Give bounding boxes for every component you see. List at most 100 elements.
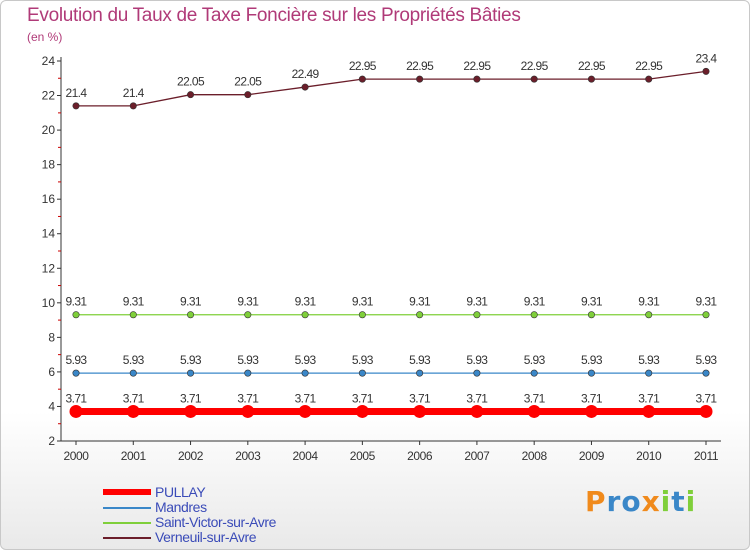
logo-letter: P xyxy=(585,485,607,518)
logo-letter: o xyxy=(621,485,642,518)
data-point xyxy=(645,311,653,319)
data-point xyxy=(473,369,481,377)
data-point xyxy=(244,91,252,99)
data-label: 5.93 xyxy=(409,353,431,367)
data-label: 5.93 xyxy=(66,353,88,367)
x-tick-label: 2001 xyxy=(121,449,147,463)
data-point xyxy=(530,369,538,377)
y-tick-label: 2 xyxy=(48,434,55,448)
data-label: 22.49 xyxy=(292,67,320,81)
data-label: 9.31 xyxy=(295,295,317,309)
data-point xyxy=(470,404,484,418)
x-tick-label: 2003 xyxy=(235,449,261,463)
data-point xyxy=(298,404,312,418)
x-tick-label: 2011 xyxy=(694,449,719,463)
data-label: 21.4 xyxy=(66,86,88,100)
data-label: 3.71 xyxy=(295,391,317,405)
x-tick-label: 2010 xyxy=(636,449,662,463)
data-label: 22.05 xyxy=(177,75,205,89)
data-label: 23.4 xyxy=(696,51,718,65)
data-label: 3.71 xyxy=(352,391,374,405)
x-tick-label: 2007 xyxy=(464,449,490,463)
data-point xyxy=(129,102,137,110)
data-point xyxy=(72,311,80,319)
logo-letter: t xyxy=(671,485,686,518)
data-label: 3.71 xyxy=(524,391,546,405)
x-tick-label: 2006 xyxy=(407,449,433,463)
x-tick-label: 2005 xyxy=(350,449,376,463)
data-point xyxy=(187,91,195,99)
y-tick-label: 18 xyxy=(42,158,56,172)
legend-swatch xyxy=(103,489,151,495)
data-point xyxy=(358,369,366,377)
y-tick-label: 6 xyxy=(48,365,55,379)
data-label: 5.93 xyxy=(123,353,145,367)
y-tick-label: 4 xyxy=(48,399,55,413)
data-label: 9.31 xyxy=(638,295,660,309)
x-tick-label: 2002 xyxy=(178,449,204,463)
data-label: 22.95 xyxy=(463,59,491,73)
logo-letter: x xyxy=(641,485,661,518)
data-point xyxy=(699,404,713,418)
y-tick-label: 8 xyxy=(48,330,55,344)
data-label: 9.31 xyxy=(237,295,259,309)
data-point xyxy=(244,311,252,319)
data-point xyxy=(187,369,195,377)
data-point xyxy=(416,369,424,377)
data-label: 5.93 xyxy=(295,353,317,367)
y-tick-label: 22 xyxy=(42,89,56,103)
data-point xyxy=(126,404,140,418)
data-point xyxy=(702,369,710,377)
y-axis-unit-label: (en %) xyxy=(27,30,63,44)
data-label: 22.95 xyxy=(578,59,606,73)
data-point xyxy=(129,369,137,377)
y-tick-label: 10 xyxy=(42,296,56,310)
data-label: 9.31 xyxy=(409,295,431,309)
data-label: 9.31 xyxy=(352,295,374,309)
y-tick-label: 12 xyxy=(42,261,56,275)
data-label: 3.71 xyxy=(66,391,88,405)
legend-label: PULLAY xyxy=(155,484,206,500)
x-tick-label: 2000 xyxy=(63,449,89,463)
data-point xyxy=(413,404,427,418)
legend-swatch xyxy=(103,522,151,524)
proxiti-logo: Proxiti xyxy=(585,485,696,518)
series-line-verneuil-sur-avre xyxy=(76,70,707,107)
data-point xyxy=(645,369,653,377)
data-label: 9.31 xyxy=(696,295,718,309)
data-point xyxy=(587,311,595,319)
data-label: 9.31 xyxy=(180,295,202,309)
data-label: 9.31 xyxy=(466,295,488,309)
data-label: 22.95 xyxy=(521,59,549,73)
data-label: 3.71 xyxy=(466,391,488,405)
data-point xyxy=(129,311,137,319)
data-label: 21.4 xyxy=(123,86,145,100)
data-point xyxy=(473,75,481,83)
data-point xyxy=(355,404,369,418)
y-tick-label: 20 xyxy=(42,123,56,137)
y-tick-label: 16 xyxy=(42,192,56,206)
data-label: 3.71 xyxy=(409,391,431,405)
legend-swatch xyxy=(103,537,151,539)
data-label: 9.31 xyxy=(581,295,603,309)
data-point xyxy=(69,404,83,418)
legend-label: Saint-Victor-sur-Avre xyxy=(155,514,277,530)
data-point xyxy=(416,311,424,319)
data-point xyxy=(72,102,80,110)
data-label: 5.93 xyxy=(466,353,488,367)
data-label: 3.71 xyxy=(237,391,259,405)
legend-label: Mandres xyxy=(155,499,207,515)
data-point xyxy=(184,404,198,418)
data-point xyxy=(530,75,538,83)
logo-letter: i xyxy=(660,485,672,518)
data-label: 22.95 xyxy=(349,59,377,73)
y-tick-label: 24 xyxy=(42,54,56,68)
legend-label: Verneuil-sur-Avre xyxy=(155,529,257,545)
logo-letter: r xyxy=(606,485,622,518)
legend-swatch xyxy=(103,507,151,509)
data-label: 3.71 xyxy=(638,391,660,405)
data-label: 3.71 xyxy=(180,391,202,405)
data-point xyxy=(527,404,541,418)
